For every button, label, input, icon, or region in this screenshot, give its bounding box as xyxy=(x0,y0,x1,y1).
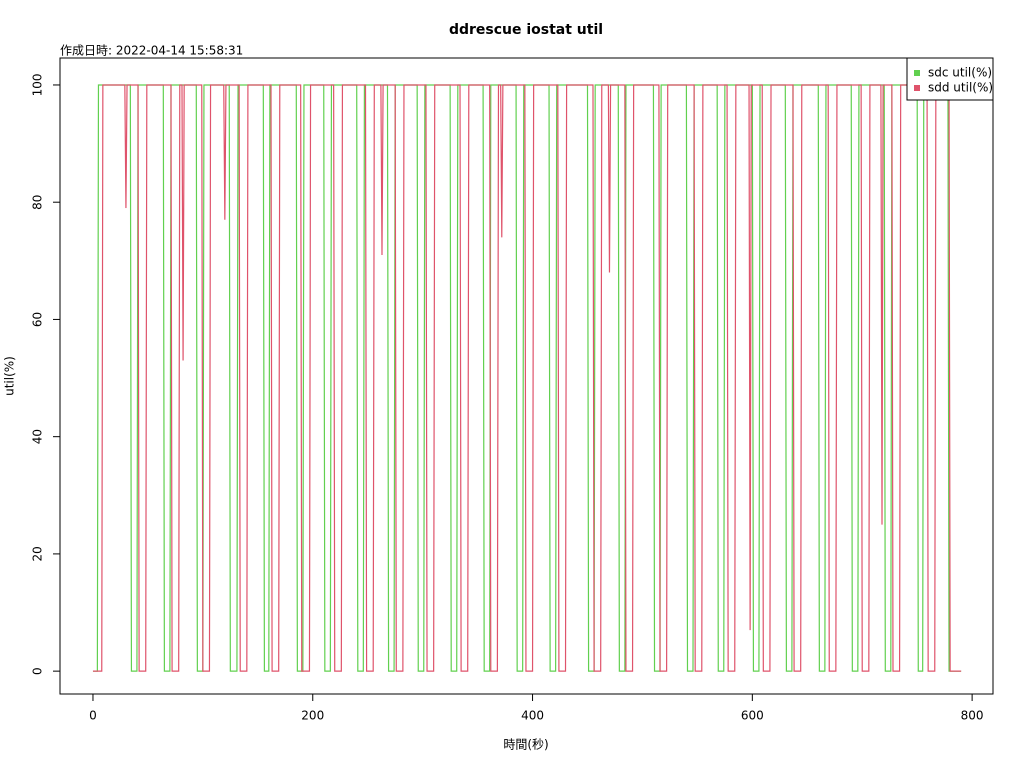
y-tick-label: 20 xyxy=(31,546,45,561)
legend-label: sdd util(%) xyxy=(928,81,993,95)
plot-box xyxy=(59,57,994,695)
chart-title: ddrescue iostat util xyxy=(449,22,603,38)
chart-subtitle: 作成日時: 2022-04-14 15:58:31 xyxy=(60,44,243,58)
x-tick-label: 400 xyxy=(521,709,544,723)
y-tick-label: 80 xyxy=(31,195,45,210)
y-axis-label: util(%) xyxy=(3,356,17,396)
x-tick-label: 600 xyxy=(741,709,764,723)
y-tick-label: 60 xyxy=(31,312,45,327)
legend-label: sdc util(%) xyxy=(928,66,992,80)
y-tick-label: 100 xyxy=(31,74,45,97)
legend-swatch xyxy=(914,85,920,91)
legend-box xyxy=(906,57,994,101)
y-tick-label: 40 xyxy=(31,429,45,444)
legend-swatch xyxy=(914,70,920,76)
x-tick-label: 200 xyxy=(301,709,324,723)
series-line xyxy=(92,84,962,672)
y-tick-label: 0 xyxy=(31,667,45,675)
x-tick-label: 0 xyxy=(89,709,97,723)
series-line xyxy=(92,84,962,672)
x-tick-label: 800 xyxy=(961,709,984,723)
x-axis-label: 時間(秒) xyxy=(503,738,548,752)
